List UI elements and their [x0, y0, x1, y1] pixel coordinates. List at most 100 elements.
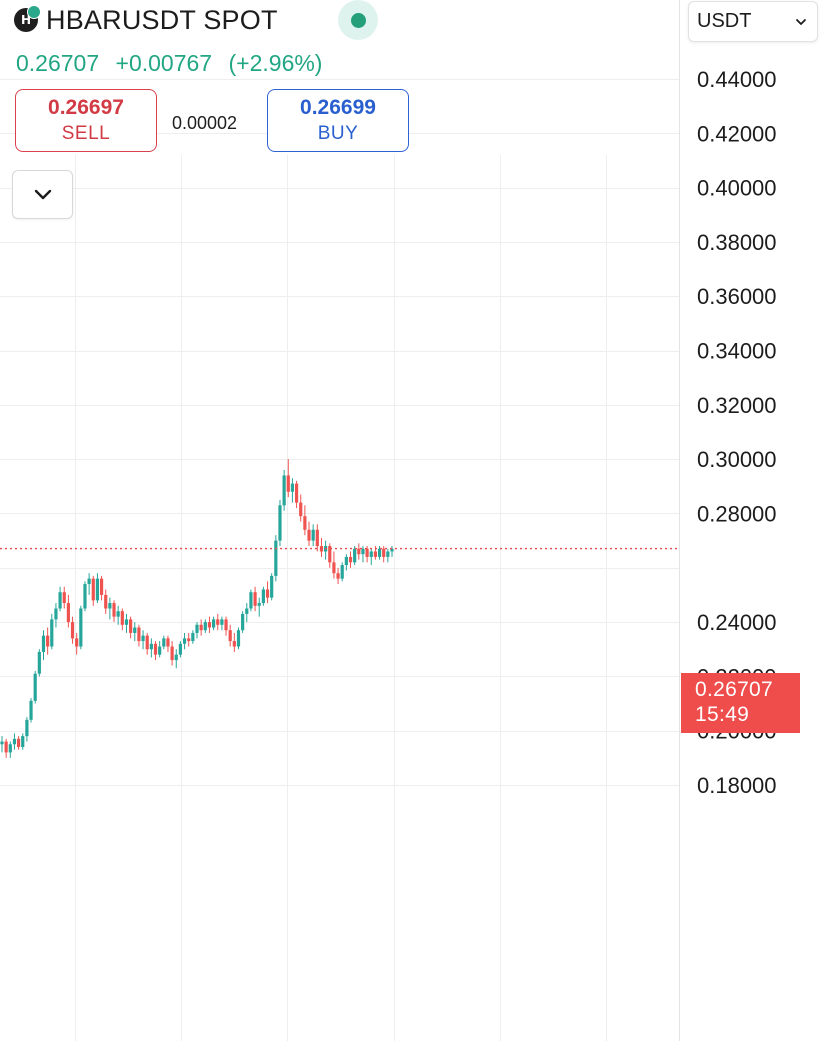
candle-body [58, 592, 62, 609]
candle [261, 586, 265, 606]
candle-body [265, 589, 270, 598]
candle-body [124, 619, 129, 625]
sell-label: SELL [61, 122, 111, 144]
candle [41, 630, 46, 661]
candle [16, 736, 21, 750]
candle-body [141, 635, 145, 642]
exchange-badge-icon [27, 5, 41, 19]
candle-body [16, 738, 21, 747]
candle [12, 733, 17, 750]
sell-button[interactable]: 0.26697 SELL [15, 89, 157, 152]
sell-price: 0.26697 [48, 95, 124, 119]
candle-body [353, 548, 357, 563]
candle [0, 736, 4, 753]
candle-body [286, 475, 290, 492]
candle [166, 635, 170, 652]
y-tick-label: 0.32000 [697, 393, 777, 418]
candle [153, 641, 158, 661]
candle [241, 611, 245, 633]
candle [58, 586, 62, 612]
candle-body [290, 483, 295, 492]
candle [307, 521, 311, 547]
candle-body [377, 548, 382, 557]
candle-body [129, 619, 133, 633]
candle [315, 524, 319, 552]
candle [87, 573, 91, 595]
candle-body [170, 646, 174, 661]
candle-body [178, 643, 183, 655]
candle [299, 494, 303, 522]
market-status-indicator[interactable] [338, 0, 378, 40]
candle-body [91, 578, 95, 601]
candle-body [228, 630, 232, 642]
symbol-title: HBARUSDT SPOT [46, 4, 278, 35]
candle [137, 624, 141, 647]
candle-body [0, 741, 4, 745]
candle [249, 589, 253, 612]
candle [104, 589, 108, 614]
candle-body [166, 638, 170, 647]
candle [211, 616, 216, 631]
candle-body [4, 741, 8, 753]
candlestick-series [0, 459, 394, 758]
candle-body [207, 622, 212, 628]
current-price-tag: 0.26707 15:49 [681, 673, 800, 733]
candle-body [37, 651, 41, 674]
candle-body [203, 622, 207, 631]
y-tick-label: 0.28000 [697, 501, 777, 526]
candle [311, 524, 315, 547]
currency-select[interactable]: USDT [688, 1, 818, 42]
candle [216, 613, 220, 631]
candle [145, 632, 149, 655]
candle-body [348, 556, 353, 563]
buy-button[interactable]: 0.26699 BUY [267, 89, 409, 152]
candle-body [66, 603, 70, 623]
candle-body [87, 578, 91, 585]
candle-body [46, 635, 50, 647]
candle [46, 627, 50, 655]
candle-body [382, 548, 386, 557]
spread-value: 0.00002 [172, 113, 238, 133]
candle [70, 616, 75, 644]
candle-body [253, 592, 257, 606]
candle-body [12, 738, 17, 745]
collapse-toggle-button[interactable] [12, 170, 73, 219]
last-price: 0.26707 [16, 50, 100, 76]
candle [182, 632, 187, 650]
candle-body [62, 592, 66, 604]
candle-body [149, 643, 153, 650]
candle-body [357, 548, 361, 555]
logo-letter: H [20, 13, 32, 27]
candle-body [216, 619, 220, 625]
candle [286, 459, 290, 498]
candle [195, 622, 199, 639]
candle-body [328, 546, 332, 563]
candle-body [369, 551, 373, 557]
candle-body [41, 635, 46, 652]
candle-body [241, 613, 245, 631]
y-tick-label: 0.18000 [697, 773, 777, 798]
candle [133, 622, 137, 642]
quote-summary: 0.26707 +0.00767 (+2.96%) [16, 50, 332, 77]
candle-body [112, 603, 116, 617]
candle-body [25, 719, 29, 737]
candle [361, 546, 365, 563]
candle-body [133, 627, 137, 633]
candle [348, 551, 353, 568]
candle-body [236, 630, 241, 647]
candle [149, 638, 153, 658]
candle-body [307, 529, 311, 541]
candle [54, 603, 58, 628]
candle-body [220, 619, 224, 625]
candle [232, 632, 236, 652]
candle [332, 551, 336, 579]
candle [344, 554, 348, 571]
candle-body [75, 638, 79, 647]
candle [116, 605, 120, 625]
candle-body [315, 529, 319, 547]
candle [170, 641, 174, 666]
candle-body [187, 638, 191, 642]
candle-body [282, 475, 286, 506]
candle [340, 562, 344, 582]
